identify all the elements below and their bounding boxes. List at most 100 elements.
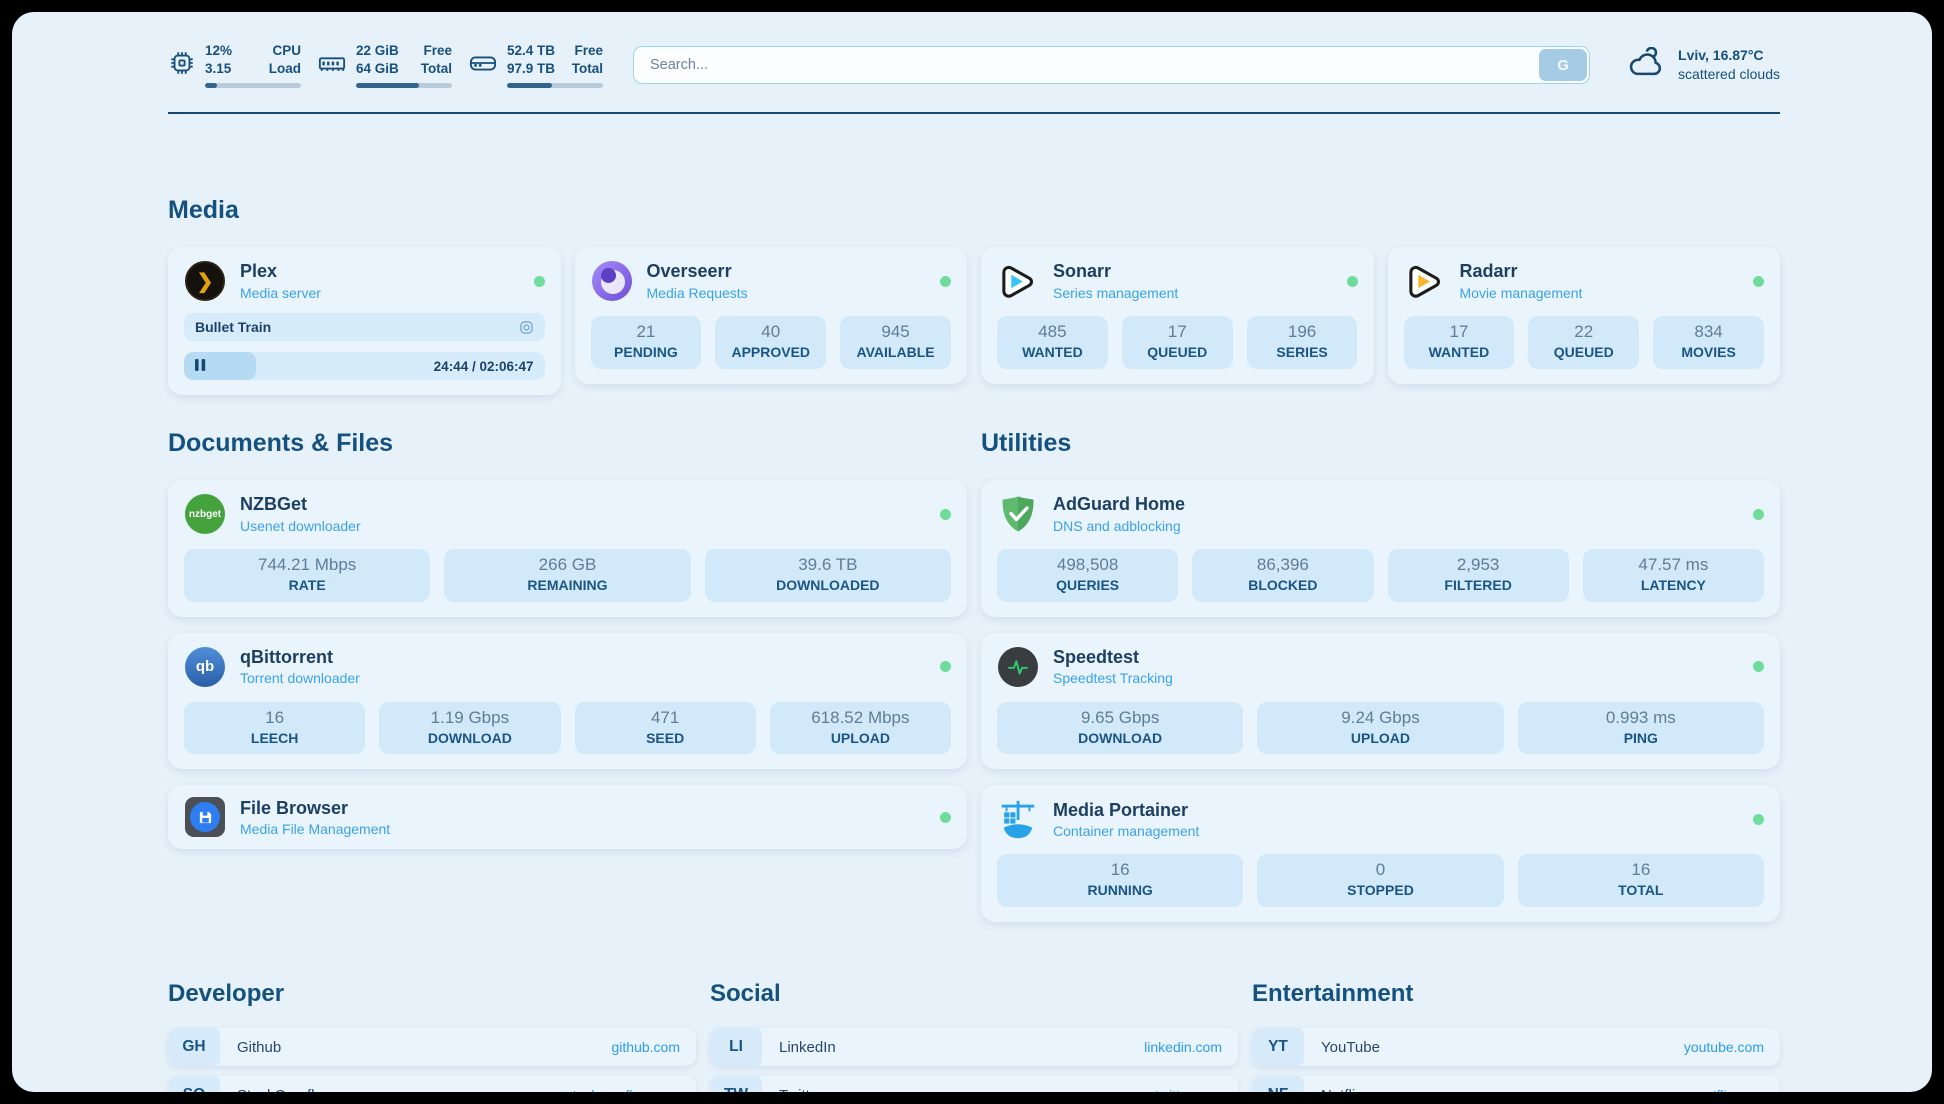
service-subtitle: Container management <box>1053 823 1200 840</box>
bookmark-url: stackoverflow.com <box>566 1087 680 1092</box>
stat-queued: 22 QUEUED <box>1528 316 1640 369</box>
stat-wanted: 17 WANTED <box>1403 316 1515 369</box>
bookmark-abbr: GH <box>168 1028 220 1067</box>
ram-icon <box>317 49 347 82</box>
stat-upload: 618.52 Mbps UPLOAD <box>769 701 951 755</box>
section-documents: Documents & Files nzbget NZBGet Usenet d… <box>168 429 967 922</box>
stat-movies: 834 MOVIES <box>1653 316 1764 369</box>
cpu-progress-fill <box>205 82 217 88</box>
disk-value-2: 97.9 TB <box>507 61 556 76</box>
stat-latency: 47.57 ms LATENCY <box>1582 549 1764 602</box>
cpu-value-1: 12% <box>205 43 233 59</box>
stat-upload: 9.24 Gbps UPLOAD <box>1257 701 1504 755</box>
dashboard-page: 12% 3.15 CPU Load 22 GiB 64 GiB <box>12 12 1932 1092</box>
service-title: File Browser <box>240 797 349 818</box>
service-title: AdGuard Home <box>1053 494 1186 515</box>
camera-icon <box>519 320 534 335</box>
section-title-media: Media <box>168 196 239 224</box>
weather-widget[interactable]: Lviv, 16.87°C scattered clouds <box>1626 46 1780 84</box>
sonarr-icon <box>997 260 1039 302</box>
filebrowser-icon <box>185 797 225 838</box>
stat-downloaded: 39.6 TB DOWNLOADED <box>704 549 951 602</box>
cpu-widget: 12% 3.15 CPU Load <box>168 42 301 88</box>
top-bar: 12% 3.15 CPU Load 22 GiB 64 GiB <box>168 38 1780 92</box>
card-adguard-link[interactable]: AdGuard Home DNS and adblocking <box>997 493 1764 535</box>
adguard-icon <box>997 493 1039 535</box>
service-subtitle: DNS and adblocking <box>1053 517 1181 534</box>
ram-value-1: 22 GiB <box>356 43 399 59</box>
section-media: Media ❯ Plex Media server Bullet Train <box>168 196 1780 395</box>
disk-label-1: Free <box>574 43 603 59</box>
service-title: Plex <box>240 261 278 282</box>
card-plex-link[interactable]: ❯ Plex Media server <box>184 260 545 302</box>
speedtest-icon <box>998 646 1038 687</box>
card-filebrowser-link[interactable]: File Browser Media File Management <box>184 796 951 838</box>
service-title: Radarr <box>1459 261 1518 282</box>
stat-rate: 744.21 Mbps RATE <box>184 549 431 602</box>
service-subtitle: Usenet downloader <box>240 517 361 534</box>
bookmark-abbr: LI <box>710 1028 762 1067</box>
playback-time: 24:44 / 02:06:47 <box>433 358 534 374</box>
disk-progress-fill <box>507 82 553 88</box>
card-nzbget-link[interactable]: nzbget NZBGet Usenet downloader <box>184 493 951 535</box>
cpu-progress-track <box>205 82 301 88</box>
bookmark-twitter[interactable]: TW Twitter twitter.com <box>710 1076 1238 1092</box>
bookmark-name: LinkedIn <box>779 1038 836 1056</box>
bookmark-netflix[interactable]: NF Netflix netflix.com <box>1252 1076 1780 1092</box>
card-portainer: Media Portainer Container management 16 R… <box>981 785 1780 923</box>
bookmark-stackoverflow[interactable]: SO StackOverflow stackoverflow.com <box>168 1076 696 1092</box>
disk-widget: 52.4 TB 97.9 TB Free Total <box>468 42 603 88</box>
card-plex: ❯ Plex Media server Bullet Train <box>168 247 561 395</box>
stat-series: 196 SERIES <box>1246 316 1358 369</box>
nzbget-icon: nzbget <box>185 494 225 534</box>
card-radarr-link[interactable]: Radarr Movie management <box>1404 260 1764 302</box>
card-overseerr-link[interactable]: Overseerr Media Requests <box>591 260 951 302</box>
card-qbittorrent: qb qBittorrent Torrent downloader 16 LEEC… <box>168 632 967 770</box>
cloud-icon <box>1626 46 1666 84</box>
card-speedtest-link[interactable]: Speedtest Speedtest Tracking <box>997 646 1764 688</box>
plex-icon: ❯ <box>185 261 225 301</box>
stat-seed: 471 SEED <box>574 701 756 755</box>
bookmark-url: linkedin.com <box>1144 1039 1222 1056</box>
card-sonarr-link[interactable]: Sonarr Series management <box>997 260 1358 302</box>
status-dot <box>940 275 951 287</box>
card-qbittorrent-link[interactable]: qb qBittorrent Torrent downloader <box>184 646 951 688</box>
stat-blocked: 86,396 BLOCKED <box>1192 549 1374 602</box>
bookmark-abbr: NF <box>1252 1076 1304 1092</box>
bookmark-url: netflix.com <box>1697 1087 1764 1092</box>
bookmark-url: youtube.com <box>1683 1039 1764 1056</box>
service-title: Overseerr <box>646 261 732 282</box>
bookmark-group-title: Entertainment <box>1252 980 1414 1008</box>
status-dot <box>940 508 951 520</box>
card-filebrowser: File Browser Media File Management <box>168 785 967 850</box>
bookmark-github[interactable]: GH Github github.com <box>168 1028 696 1067</box>
qbittorrent-icon: qb <box>185 646 225 687</box>
search-go-button[interactable]: G <box>1539 49 1588 81</box>
service-title: Sonarr <box>1053 261 1112 282</box>
bookmark-url: twitter.com <box>1155 1087 1222 1092</box>
bookmark-linkedin[interactable]: LI LinkedIn linkedin.com <box>710 1028 1238 1067</box>
status-dot <box>1753 508 1764 520</box>
radarr-icon <box>1404 260 1446 302</box>
pause-icon <box>195 358 206 374</box>
stat-remaining: 266 GB REMAINING <box>444 549 691 602</box>
stat-queries: 498,508 QUERIES <box>997 549 1179 602</box>
bookmark-name: Netflix <box>1321 1087 1363 1092</box>
service-subtitle: Media Requests <box>646 284 748 301</box>
bookmark-group-entertainment: Entertainment YT YouTube youtube.com NF … <box>1252 980 1780 1092</box>
disk-value-1: 52.4 TB <box>507 43 556 59</box>
card-portainer-link[interactable]: Media Portainer Container management <box>997 798 1764 840</box>
bookmark-youtube[interactable]: YT YouTube youtube.com <box>1252 1028 1780 1067</box>
section-title-documents: Documents & Files <box>168 429 394 457</box>
service-title: Media Portainer <box>1053 799 1189 820</box>
bookmark-abbr: SO <box>168 1076 220 1092</box>
stat-total: 16 TOTAL <box>1517 854 1764 908</box>
search-input[interactable] <box>633 46 1591 84</box>
cpu-label-2: Load <box>268 61 301 76</box>
ram-progress-track <box>356 82 452 88</box>
stat-approved: 40 APPROVED <box>715 316 827 369</box>
status-dot <box>940 811 951 823</box>
ram-label-2: Total <box>420 61 452 76</box>
weather-location-temp: Lviv, 16.87°C <box>1678 47 1764 64</box>
bookmark-name: Github <box>237 1038 282 1056</box>
